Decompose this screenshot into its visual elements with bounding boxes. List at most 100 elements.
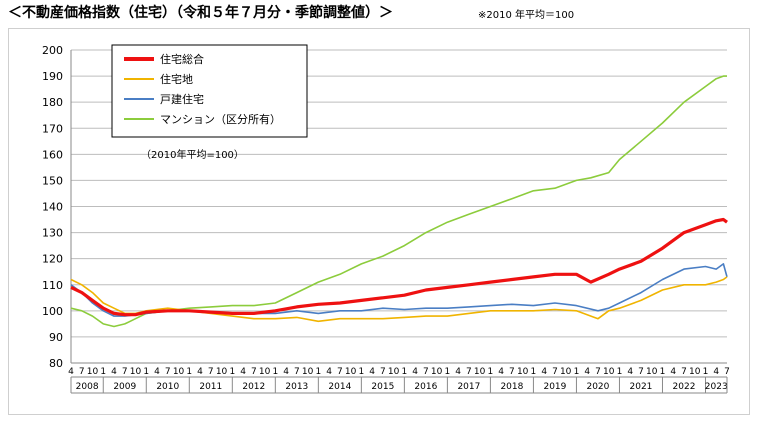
y-tick-label: 90	[49, 331, 63, 344]
x-month-tick-label: 4	[455, 367, 461, 377]
x-month-tick-label: 4	[240, 367, 246, 377]
x-year-label: 2011	[199, 382, 222, 392]
y-tick-label: 120	[42, 253, 63, 266]
x-month-tick-label: 7	[294, 367, 300, 377]
x-year-label: 2020	[586, 382, 609, 392]
x-month-tick-label: 7	[681, 367, 687, 377]
legend-note: （2010年平均=100）	[141, 148, 244, 161]
x-month-tick-label: 4	[541, 367, 547, 377]
x-month-tick-label: 10	[216, 367, 228, 377]
series-lines	[70, 75, 728, 328]
x-month-tick-label: 7	[638, 367, 644, 377]
x-month-tick-label: 10	[646, 367, 658, 377]
x-axis: 4 7 10 1 4 7 10 1 4 7 10 1 4 7 10 1 4 7 10 1 4 7 10 1 4 7 10 1 4 7 10 1…	[68, 362, 730, 394]
x-month-tick-label: 7	[79, 367, 85, 377]
x-month-tick-label: 10	[259, 367, 271, 377]
x-month-tick-label: 10	[603, 367, 615, 377]
x-month-tick-label: 7	[208, 367, 214, 377]
x-month-tick-label: 4	[670, 367, 676, 377]
y-tick-label: 110	[42, 279, 63, 292]
x-month-tick-label: 4	[111, 367, 117, 377]
x-month-tick-label: 10	[388, 367, 400, 377]
x-month-tick-label: 7	[337, 367, 343, 377]
page-title: ＜不動産価格指数（住宅）（令和５年７月分・季節調整値）＞	[8, 5, 393, 21]
x-month-tick-label: 1	[531, 367, 537, 377]
y-axis: 80 90 100 110 120 130 140 150 160 170 180 190 200	[42, 44, 72, 370]
x-month-tick-label: 7	[509, 367, 515, 377]
x-month-tick-label: 10	[87, 367, 99, 377]
x-year-label: 2015	[371, 382, 394, 392]
x-month-tick-label: 7	[165, 367, 171, 377]
x-month-tick-label: 4	[627, 367, 633, 377]
x-year-label: 2012	[242, 382, 265, 392]
x-month-tick-label: 1	[574, 367, 580, 377]
x-month-tick-label: 1	[703, 367, 709, 377]
x-month-tick-label: 1	[272, 367, 278, 377]
x-month-tick-label: 4	[154, 367, 160, 377]
x-month-tick-label: 10	[173, 367, 185, 377]
x-month-tick-label: 10	[302, 367, 314, 377]
x-year-label: 2023	[705, 382, 728, 392]
x-year-label: 2022	[673, 382, 696, 392]
y-tick-label: 100	[42, 305, 63, 318]
x-month-tick-label: 1	[100, 367, 106, 377]
y-tick-label: 140	[42, 201, 63, 214]
x-month-tick-label: 4	[498, 367, 504, 377]
y-tick-label: 150	[42, 174, 63, 187]
y-tick-label: 200	[42, 44, 63, 57]
x-year-label: 2018	[500, 382, 523, 392]
legend-label: 住宅総合	[160, 52, 204, 66]
x-month-tick-label: 7	[595, 367, 601, 377]
x-month-tick-label: 10	[431, 367, 443, 377]
legend-label: 戸建住宅	[160, 92, 204, 106]
x-month-tick-label: 1	[229, 367, 235, 377]
x-month-tick-label: 1	[445, 367, 451, 377]
x-year-label: 2008	[76, 382, 99, 392]
x-month-tick-label: 1	[358, 367, 364, 377]
x-year-label: 2013	[285, 382, 308, 392]
x-month-tick-label: 7	[251, 367, 257, 377]
x-month-tick-label: 4	[197, 367, 203, 377]
x-month-tick-label: 10	[560, 367, 572, 377]
x-month-tick-label: 10	[345, 367, 357, 377]
legend-label: 住宅地	[160, 72, 193, 86]
base-year-note: ※2010 年平均＝100	[478, 10, 575, 21]
y-tick-label: 160	[42, 148, 63, 161]
x-month-tick-label: 7	[380, 367, 386, 377]
x-month-tick-label: 10	[517, 367, 529, 377]
x-month-tick-label: 1	[660, 367, 666, 377]
x-year-label: 2016	[414, 382, 437, 392]
legend-label: マンション（区分所有）	[160, 112, 281, 126]
y-tick-label: 130	[42, 227, 63, 240]
x-month-tick-label: 1	[143, 367, 149, 377]
x-month-tick-label: 4	[326, 367, 332, 377]
x-month-tick-label: 1	[402, 367, 408, 377]
x-year-label: 2010	[156, 382, 179, 392]
x-month-tick-label: 4	[283, 367, 289, 377]
y-tick-label: 180	[42, 96, 63, 109]
x-month-tick-label: 10	[474, 367, 486, 377]
y-tick-label: 80	[49, 357, 63, 370]
x-year-label: 2021	[630, 382, 653, 392]
x-month-tick-label: 7	[552, 367, 558, 377]
y-tick-label: 190	[42, 70, 63, 83]
x-month-tick-label: 4	[68, 367, 74, 377]
x-month-tick-label: 7	[122, 367, 128, 377]
series-line-4	[70, 75, 727, 328]
x-month-tick-label: 1	[617, 367, 623, 377]
x-month-tick-label: 10	[130, 367, 142, 377]
y-tick-label: 170	[42, 122, 63, 135]
x-year-label: 2019	[543, 382, 566, 392]
x-month-tick-label: 1	[315, 367, 321, 377]
x-year-label: 2009	[113, 382, 136, 392]
x-month-tick-label: 1	[186, 367, 192, 377]
series-line-1	[70, 217, 728, 317]
x-year-label: 2014	[328, 382, 351, 392]
x-month-tick-label: 4	[412, 367, 418, 377]
x-month-tick-label: 4	[584, 367, 590, 377]
x-month-tick-label: 1	[488, 367, 494, 377]
x-month-tick-label: 4	[369, 367, 375, 377]
x-month-tick-label: 10	[689, 367, 701, 377]
